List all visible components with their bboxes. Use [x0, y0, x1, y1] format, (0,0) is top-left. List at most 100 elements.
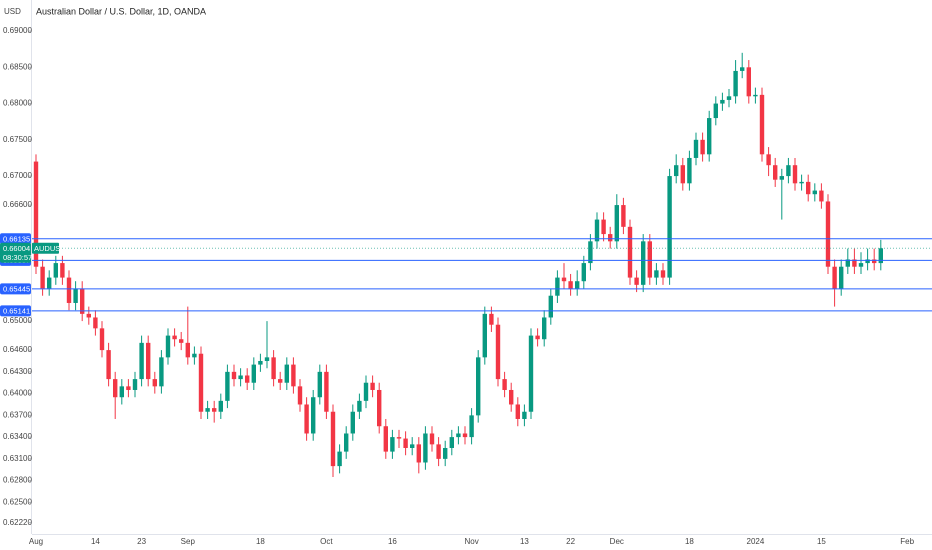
candle-body — [713, 103, 718, 119]
candle-body — [324, 371, 329, 412]
candle-body — [410, 444, 415, 448]
candle-body — [858, 263, 864, 267]
candle-body — [502, 379, 507, 390]
countdown: 08:30:57 — [3, 253, 32, 262]
candle-body — [53, 263, 58, 278]
candle-body — [93, 317, 98, 329]
candle-body — [634, 277, 639, 285]
candle-body — [845, 259, 850, 267]
candle-body — [839, 266, 844, 289]
candle-body — [561, 277, 567, 282]
candle-body — [674, 165, 679, 177]
candle-body — [429, 433, 435, 445]
candle-body — [357, 400, 362, 412]
candle-body — [865, 259, 870, 264]
last-price-tag — [0, 242, 31, 263]
candle-body — [654, 270, 659, 278]
candle-body — [66, 277, 72, 303]
candle-body — [588, 241, 593, 264]
candle-body — [647, 241, 652, 278]
candle-body — [146, 342, 151, 380]
candle-body — [251, 364, 256, 383]
candle-body — [185, 342, 190, 358]
candle-body — [396, 437, 402, 439]
candle-body — [311, 397, 316, 434]
candle-body — [482, 313, 487, 358]
candle-body — [700, 139, 705, 155]
candle-body — [825, 201, 831, 267]
candle-body — [304, 404, 309, 434]
x-tick-label: 23 — [137, 537, 146, 546]
candle-body — [383, 426, 388, 452]
candle-body — [443, 447, 448, 459]
candle-body — [403, 438, 408, 448]
candle-body — [225, 371, 230, 401]
candle-body — [139, 342, 144, 380]
level-tag — [0, 305, 31, 317]
y-tick-label: 0.67000 — [3, 171, 32, 180]
candle-body — [872, 259, 877, 264]
candle-body — [390, 437, 395, 452]
y-tick-label: 0.62220 — [3, 518, 32, 527]
candle-body — [799, 181, 804, 184]
candle-body — [363, 382, 369, 401]
y-tick-label: 0.65000 — [3, 316, 32, 325]
x-tick-label: 16 — [388, 537, 397, 546]
candle-body — [740, 67, 745, 71]
chart-title: Australian Dollar / U.S. Dollar, 1D, OAN… — [36, 6, 206, 16]
candle-body — [779, 176, 784, 180]
candle-body — [73, 288, 78, 303]
candle-body — [456, 433, 461, 438]
x-tick-label: 14 — [91, 537, 100, 546]
y-tick-label: 0.67500 — [3, 135, 32, 144]
candle-body — [476, 357, 481, 416]
candle-body — [852, 259, 857, 267]
candle-body — [205, 408, 210, 412]
last-price-label: 0.66004 — [3, 244, 30, 253]
candle-body — [284, 364, 289, 383]
x-tick-label: Feb — [900, 537, 914, 546]
candle-body — [687, 157, 692, 184]
candle-body — [377, 389, 382, 427]
candle-body — [258, 360, 263, 365]
candle-body — [449, 437, 454, 448]
y-tick-label: 0.64000 — [3, 389, 32, 398]
candle-body — [575, 281, 580, 289]
candle-body — [344, 433, 349, 452]
y-tick-label: 0.62800 — [3, 476, 32, 485]
candle-body — [806, 181, 811, 195]
candle-body — [759, 94, 765, 155]
candle-body — [621, 205, 626, 227]
x-tick-label: Nov — [464, 537, 478, 546]
x-tick-label: 15 — [817, 537, 826, 546]
candle-body — [680, 165, 685, 184]
candle-body — [773, 165, 778, 180]
candle-body — [509, 389, 514, 405]
candle-body — [159, 357, 164, 387]
candle-body — [489, 313, 494, 325]
candle-body — [198, 353, 204, 412]
candle-body — [812, 190, 817, 195]
x-tick-label: 18 — [256, 537, 265, 546]
candle-body — [231, 371, 237, 380]
candle-body — [423, 433, 428, 463]
level-tag — [0, 283, 31, 295]
candle-body — [218, 400, 223, 412]
candle-body — [495, 324, 501, 380]
x-tick-label: Aug — [29, 537, 43, 546]
candle-body — [819, 190, 824, 202]
candle-body — [47, 277, 52, 289]
candle-body — [278, 379, 283, 383]
x-tick-label: 22 — [566, 537, 575, 546]
candle-body — [601, 219, 606, 235]
y-tick-label: 0.64600 — [3, 345, 32, 354]
candle-body — [462, 433, 468, 438]
level-tag — [0, 233, 31, 245]
candle-body — [126, 386, 131, 390]
candle-body — [515, 404, 520, 419]
candle-body — [535, 335, 540, 340]
candle-body — [152, 379, 157, 387]
level-label: 0.65445 — [3, 284, 30, 293]
candle-body — [786, 165, 791, 177]
candle-body — [317, 371, 322, 398]
